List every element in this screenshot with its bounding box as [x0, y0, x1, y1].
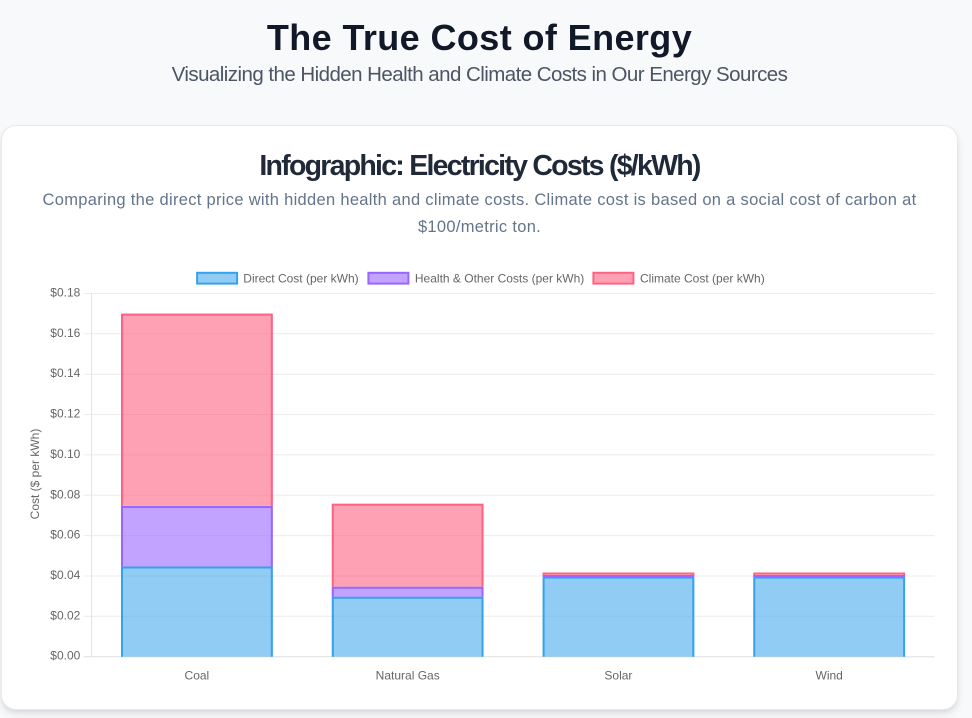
svg-text:Health & Other Costs (per kWh): Health & Other Costs (per kWh)	[415, 272, 584, 286]
svg-text:$0.14: $0.14	[50, 366, 80, 380]
svg-text:$0.18: $0.18	[50, 286, 80, 300]
svg-text:Direct Cost (per kWh): Direct Cost (per kWh)	[243, 272, 358, 286]
svg-text:$0.06: $0.06	[50, 528, 80, 542]
svg-text:Natural Gas: Natural Gas	[376, 669, 440, 683]
svg-text:$0.08: $0.08	[50, 487, 80, 501]
svg-text:$0.04: $0.04	[50, 568, 80, 582]
svg-text:Climate Cost (per kWh): Climate Cost (per kWh)	[640, 272, 765, 286]
svg-text:$0.16: $0.16	[50, 326, 80, 340]
svg-text:Wind: Wind	[816, 669, 843, 683]
svg-text:Solar: Solar	[604, 669, 632, 683]
svg-text:Coal: Coal	[185, 669, 210, 683]
svg-text:$0.00: $0.00	[50, 649, 80, 663]
svg-text:$0.02: $0.02	[50, 608, 80, 622]
svg-text:$0.10: $0.10	[50, 447, 80, 461]
svg-text:Cost ($ per kWh): Cost ($ per kWh)	[28, 429, 42, 520]
svg-text:$0.12: $0.12	[50, 407, 80, 421]
